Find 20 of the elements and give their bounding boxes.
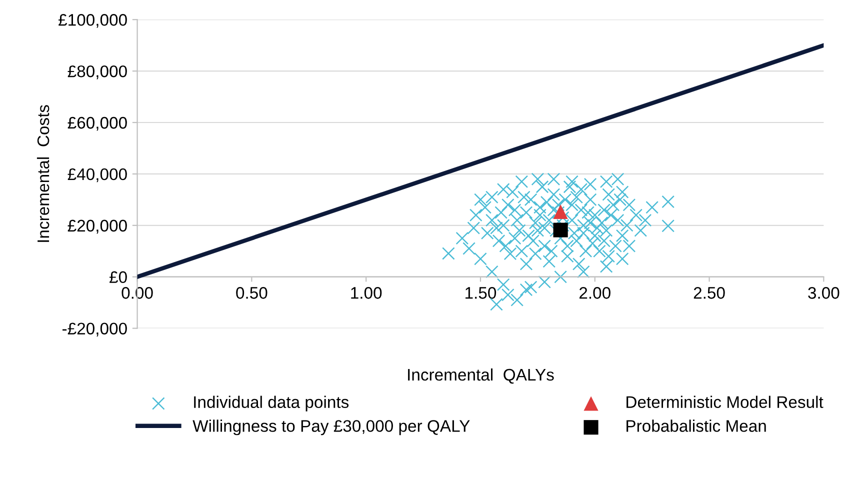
y-tick-label: £80,000 (68, 65, 127, 80)
legend-label: Deterministic Model Result (626, 396, 824, 408)
y-tick-label: £0 (109, 271, 127, 284)
legend-label: Individual data points (194, 396, 349, 412)
x-axis-title: Incremental QALYs (408, 368, 554, 384)
x-tick-label: 1.50 (466, 287, 496, 299)
x-tick-label: 0.00 (122, 287, 153, 299)
y-tick-label: £60,000 (68, 116, 127, 131)
x-tick-label: 3.00 (808, 287, 840, 299)
y-tick-label: £20,000 (68, 220, 127, 234)
y-tick-label: £40,000 (68, 168, 127, 182)
x-tick-label: 2.50 (694, 287, 725, 299)
legend-label: Probabalistic Mean (626, 420, 766, 432)
x-tick-label: 1.00 (351, 287, 382, 299)
y-axis-title: Incremental Costs (36, 105, 50, 242)
x-tick-label: 2.00 (580, 287, 610, 299)
y-tick-label: £100,000 (58, 14, 127, 28)
legend-label: Willingness to Pay £30,000 per QALY (192, 420, 470, 436)
x-tick-label: 0.50 (236, 287, 268, 299)
y-tick-label: -£20,000 (62, 322, 127, 336)
